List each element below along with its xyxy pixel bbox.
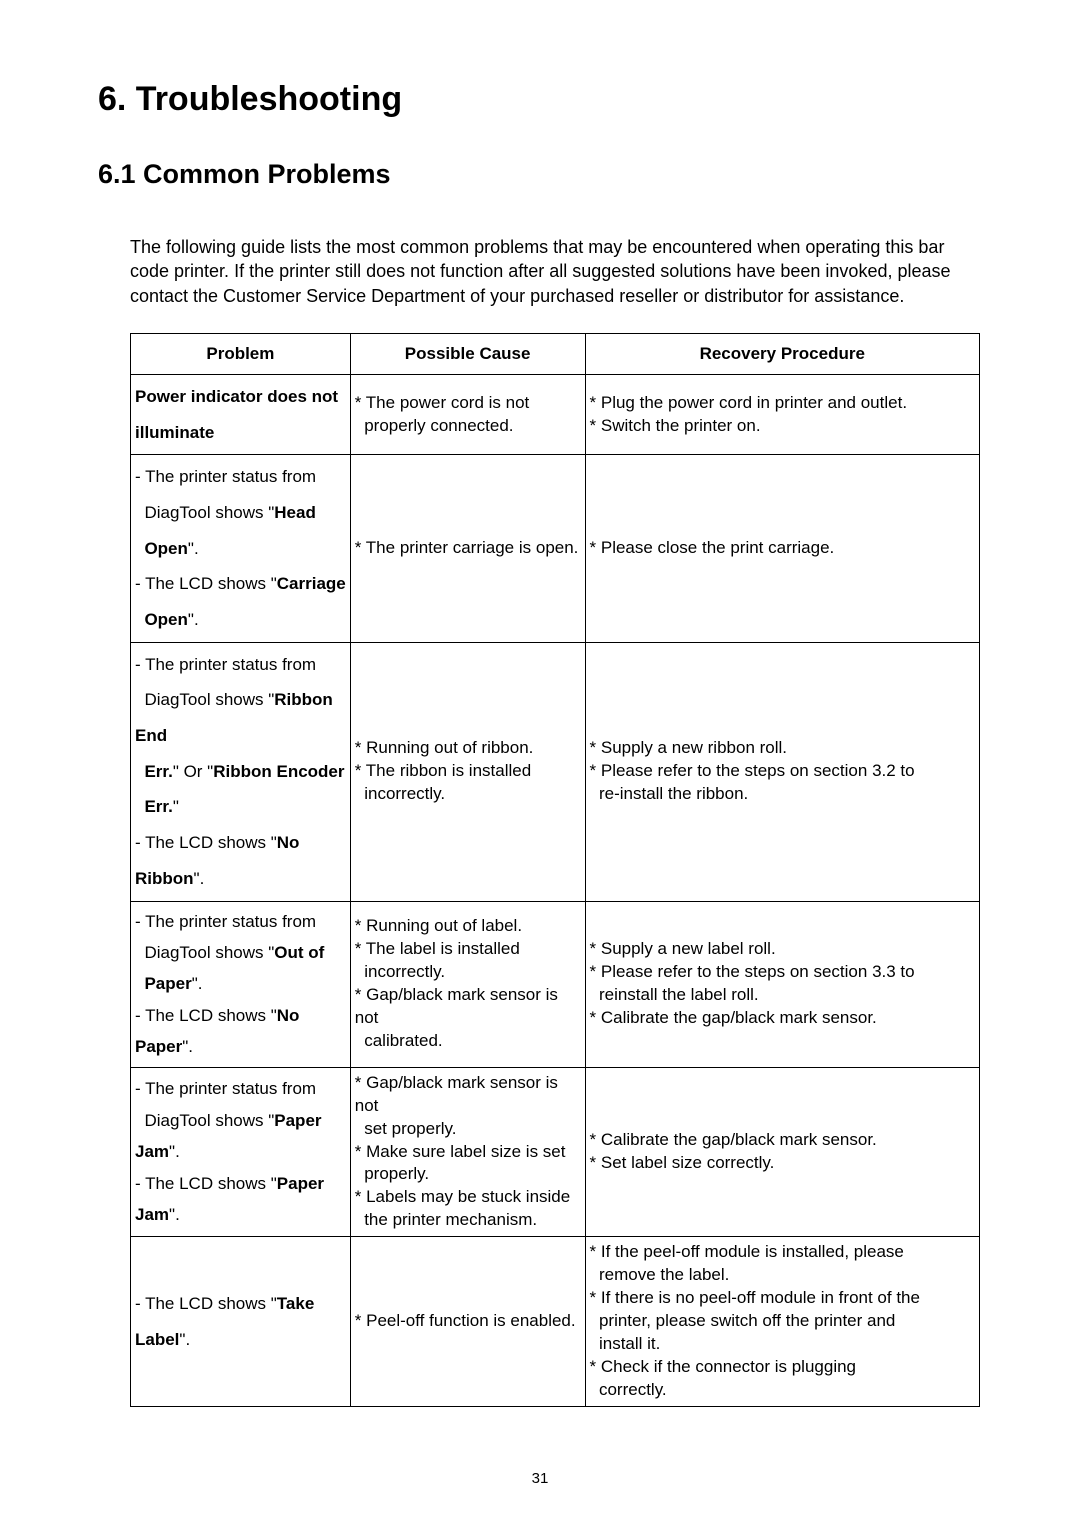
cell-problem: - The LCD shows "Take Label". [131, 1237, 351, 1407]
cell-problem: - The printer status from DiagTool shows… [131, 455, 351, 642]
cell-problem: - The printer status from DiagTool shows… [131, 642, 351, 901]
cell-cause: * Peel-off function is enabled. [350, 1237, 585, 1407]
cell-recovery: * Please close the print carriage. [585, 455, 979, 642]
cell-cause: * The power cord is not properly connect… [350, 374, 585, 454]
troubleshooting-table: Problem Possible Cause Recovery Procedur… [130, 333, 980, 1407]
table-row: - The LCD shows "Take Label". * Peel-off… [131, 1237, 980, 1407]
header-recovery: Recovery Procedure [585, 333, 979, 374]
page-number: 31 [0, 1470, 1080, 1487]
table-row: - The printer status from DiagTool shows… [131, 1067, 980, 1237]
section-title: 6.1 Common Problems [98, 159, 982, 190]
cell-cause: * Running out of ribbon.* The ribbon is … [350, 642, 585, 901]
cell-problem: Power indicator does notilluminate [131, 374, 351, 454]
intro-paragraph: The following guide lists the most commo… [130, 235, 982, 308]
cell-cause: * Gap/black mark sensor is not set prope… [350, 1067, 585, 1237]
cell-problem: - The printer status from DiagTool shows… [131, 1067, 351, 1237]
document-page: 6. Troubleshooting 6.1 Common Problems T… [0, 0, 1080, 1527]
table-row: - The printer status from DiagTool shows… [131, 901, 980, 1067]
table-row: - The printer status from DiagTool shows… [131, 455, 980, 642]
table-row: - The printer status from DiagTool shows… [131, 642, 980, 901]
table-row: Power indicator does notilluminate * The… [131, 374, 980, 454]
header-cause: Possible Cause [350, 333, 585, 374]
cell-problem: - The printer status from DiagTool shows… [131, 901, 351, 1067]
page-title: 6. Troubleshooting [98, 80, 982, 119]
cell-cause: * Running out of label.* The label is in… [350, 901, 585, 1067]
cell-recovery: * Supply a new label roll.* Please refer… [585, 901, 979, 1067]
cell-cause: * The printer carriage is open. [350, 455, 585, 642]
cell-recovery: * Supply a new ribbon roll.* Please refe… [585, 642, 979, 901]
header-problem: Problem [131, 333, 351, 374]
cell-recovery: * Plug the power cord in printer and out… [585, 374, 979, 454]
cell-recovery: * If the peel-off module is installed, p… [585, 1237, 979, 1407]
table-header-row: Problem Possible Cause Recovery Procedur… [131, 333, 980, 374]
cell-recovery: * Calibrate the gap/black mark sensor.* … [585, 1067, 979, 1237]
